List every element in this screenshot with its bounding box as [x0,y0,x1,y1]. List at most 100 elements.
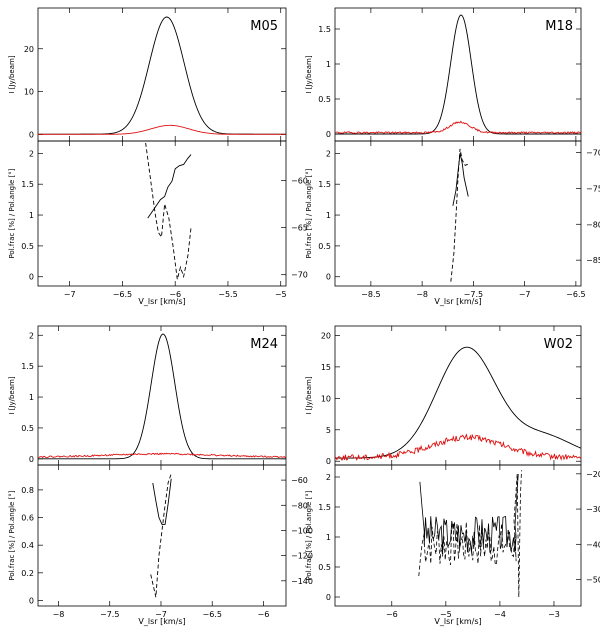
y-tick-label: 0.2 [21,569,34,578]
x-tick-label: −7.5 [100,610,119,619]
series-pol-intensity [38,452,286,459]
y-tick-label: 0 [326,130,331,139]
top-y-axis-label: I [Jy/beam] [8,55,16,93]
x-tick-label: −6 [258,610,270,619]
right-y-tick-label: −40 [586,540,600,549]
x-axis-label: V_lsr [km/s] [138,617,185,626]
y-tick-label: 10 [321,394,331,403]
x-tick-label: −6 [169,290,181,299]
right-y-tick-label: −120 [291,552,313,561]
bottom-y-axis-label: Pol.frac [%] / Pol.angle [°] [305,168,313,258]
y-tick-label: 1 [29,211,34,220]
pol-angle-line [145,142,192,280]
panel-m18: 0 0.5 1 1.5 M18 I [Jy/beam] −8.5 −8 −7.5 −7 −6.5 0 0… [305,7,600,306]
right-y-tick-label: −30 [586,505,600,514]
y-tick-label: 0.8 [21,486,34,495]
x-tick-label: −8 [53,610,65,619]
y-tick-label: 1 [326,211,331,220]
y-tick-label: 2 [29,331,34,340]
series-pol-intensity [38,124,286,135]
right-y-tick-label: −20 [586,470,600,479]
pol-angle-line [450,148,469,282]
right-y-tick-label: −50 [586,576,600,585]
y-tick-label: 0 [326,593,331,602]
x-tick-label: −5 [440,610,452,619]
x-axis-label: V_lsr [km/s] [434,617,481,626]
panel-m05: 0 10 20 M05 I [Jy/beam] −7 −6.5 −6 −5.5 −5 0 0.5 1 1.… [8,7,308,306]
series-stokes-i [38,16,286,135]
pol-angle-line [150,473,172,598]
y-tick-label: 0.5 [21,242,34,251]
pol-fraction-line [452,153,469,206]
bottom-y-axis-label: Pol.frac [%] / Pol.angle [°] [8,168,16,258]
x-tick-label: −7 [519,290,531,299]
y-tick-label: 0 [326,273,331,282]
y-tick-label: 20 [24,45,34,54]
y-tick-label: 1.5 [318,503,331,512]
x-tick-label: −7 [155,610,167,619]
y-tick-label: 0 [326,457,331,466]
y-tick-label: 1 [29,393,34,402]
right-y-tick-label: −65 [291,224,308,233]
y-tick-label: 2 [326,149,331,158]
panel-title: M05 [250,19,278,34]
y-tick-label: 1 [326,533,331,542]
top-y-axis-label: I [Jy/beam] [305,55,313,93]
bottom-y-axis-label: Pol.frac [%] / Pol.angle [°] [305,490,313,580]
bottom-axes-frame [37,464,287,607]
bottom-axes-frame [334,464,582,607]
y-tick-label: 0.5 [318,563,331,572]
pol-fraction-line [419,473,519,554]
right-y-tick-label: −60 [291,177,308,186]
y-tick-label: 15 [321,363,331,372]
top-axes-frame [334,7,582,142]
y-tick-label: 1 [326,60,331,69]
y-tick-label: 0 [29,455,34,464]
y-tick-label: 0.5 [318,95,331,104]
y-tick-label: 20 [321,331,331,340]
series-stokes-i [38,333,286,460]
series-stokes-i [335,346,581,459]
x-tick-label: −6.5 [113,290,132,299]
right-y-tick-label: −60 [291,476,308,485]
x-tick-label: −5.5 [218,290,237,299]
right-y-tick-label: −70 [586,148,600,157]
series-pol-intensity [335,120,581,135]
x-axis-label: V_lsr [km/s] [434,297,481,306]
panel-title: M18 [545,19,573,34]
bottom-axes-frame [334,140,582,287]
x-tick-label: −4 [494,610,506,619]
y-tick-label: 0 [29,596,34,605]
right-y-tick-label: −75 [586,184,600,193]
y-tick-label: 1.5 [21,180,34,189]
panel-title: W02 [544,337,573,352]
right-y-tick-label: −85 [586,256,600,265]
right-y-tick-label: −140 [291,577,313,586]
y-tick-label: 0.5 [318,242,331,251]
y-tick-label: 0.5 [21,424,34,433]
pol-fraction-line [152,478,172,525]
bottom-axes-frame [37,140,287,287]
x-tick-label: −6 [386,610,398,619]
right-y-tick-label: −80 [586,220,600,229]
x-tick-label: −6.5 [566,290,585,299]
y-tick-label: 10 [24,88,34,97]
x-tick-label: −3 [548,610,560,619]
y-tick-label: 0.4 [21,541,34,550]
top-axes-frame [37,325,287,466]
y-tick-label: 1.5 [318,25,331,34]
y-tick-label: 5 [326,426,331,435]
x-tick-label: −6.5 [202,610,221,619]
top-axes-frame [37,7,287,142]
x-tick-label: −7.5 [464,290,483,299]
y-tick-label: 0 [29,273,34,282]
y-tick-label: 0.6 [21,514,34,523]
bottom-y-axis-label: Pol.frac [%] / Pol.angle [°] [8,490,16,580]
x-tick-label: −8.5 [361,290,380,299]
right-y-tick-label: −100 [291,526,313,535]
x-tick-label: −7 [64,290,76,299]
series-stokes-i [335,14,581,135]
